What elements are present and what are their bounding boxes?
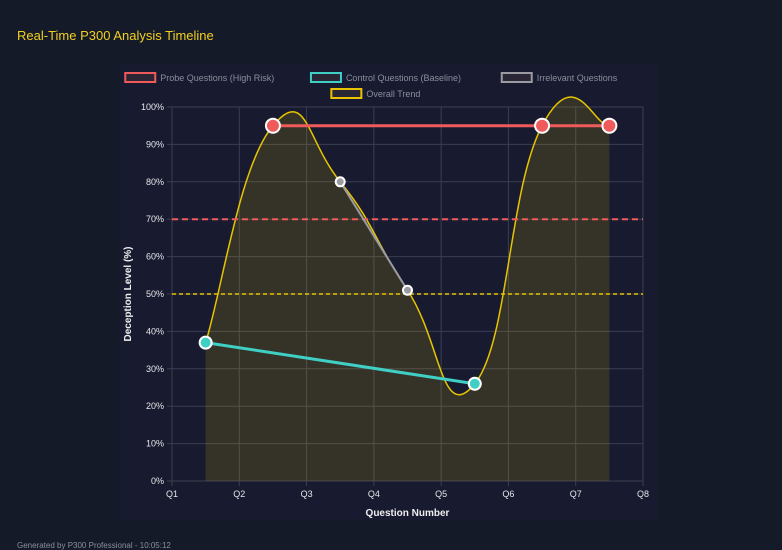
y-tick-label: 80% <box>146 177 164 187</box>
y-tick-label: 40% <box>146 326 164 336</box>
legend-item: Irrelevant Questions <box>500 72 618 83</box>
data-point <box>198 335 213 350</box>
y-tick-label: 70% <box>146 214 164 224</box>
legend-item: Probe Questions (High Risk) <box>124 72 274 83</box>
y-tick-label: 20% <box>146 401 164 411</box>
legend-swatch <box>500 72 533 83</box>
y-tick-label: 60% <box>146 252 164 262</box>
data-point <box>402 284 413 296</box>
legend-label: Probe Questions (High Risk) <box>160 73 274 83</box>
y-tick-label: 10% <box>146 439 164 449</box>
data-point <box>467 376 482 391</box>
timeline-chart: 0% 10% 20% 30% 40% 50% 60% 70% 80% 90% 100% Q1 Q2 Q3 Q… <box>123 72 649 519</box>
legend-swatch <box>330 88 363 99</box>
series-line <box>205 341 476 386</box>
data-point <box>264 117 281 134</box>
x-tick-label: Q7 <box>570 489 582 499</box>
trend-fill <box>205 97 610 481</box>
y-tick-label: 30% <box>146 364 164 374</box>
x-tick-label: Q2 <box>233 489 245 499</box>
data-point <box>601 117 618 134</box>
legend-swatch <box>124 72 157 83</box>
x-tick-label: Q8 <box>637 489 649 499</box>
y-axis-label: Deception Level (%) <box>123 246 134 341</box>
x-tick-label: Q6 <box>502 489 514 499</box>
x-tick-label: Q3 <box>301 489 313 499</box>
y-tick-label: 0% <box>151 476 164 486</box>
data-point <box>534 117 551 134</box>
y-tick-label: 50% <box>146 289 164 299</box>
legend-label: Control Questions (Baseline) <box>346 73 461 83</box>
y-tick-label: 100% <box>141 102 164 112</box>
y-tick-label: 90% <box>146 139 164 149</box>
x-tick-label: Q5 <box>435 489 447 499</box>
series-line <box>339 181 409 291</box>
legend-swatch <box>309 72 342 83</box>
chart-panel: 0% 10% 20% 30% 40% 50% 60% 70% 80% 90% 100% Q1 Q2 Q3 Q… <box>120 64 657 520</box>
legend: Probe Questions (High Risk) Control Quest… <box>124 72 618 99</box>
legend-item: Overall Trend <box>330 88 420 99</box>
data-point <box>334 176 346 188</box>
legend-item: Control Questions (Baseline) <box>309 72 461 83</box>
legend-label: Overall Trend <box>366 89 420 99</box>
legend-label: Irrelevant Questions <box>537 73 618 83</box>
x-axis-label: Question Number <box>366 508 450 519</box>
page-title: Real-Time P300 Analysis Timeline <box>17 28 214 43</box>
x-tick-label: Q1 <box>166 489 178 499</box>
x-tick-label: Q4 <box>368 489 380 499</box>
